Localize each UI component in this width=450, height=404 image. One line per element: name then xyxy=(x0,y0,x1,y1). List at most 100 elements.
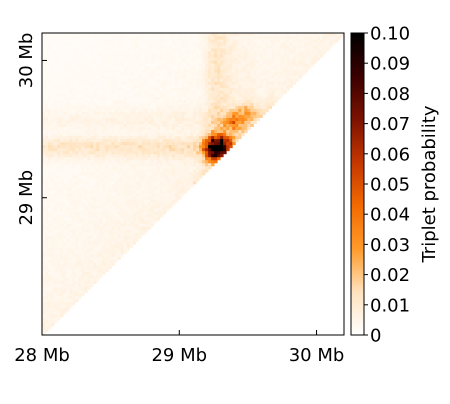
heatmap-cell xyxy=(241,87,245,91)
heatmap-cell xyxy=(60,129,64,134)
heatmap-cell xyxy=(48,75,52,79)
heatmap-cell xyxy=(162,120,167,124)
heatmap-cell xyxy=(81,241,85,245)
heatmap-cell xyxy=(189,102,194,106)
heatmap-cell xyxy=(54,45,58,49)
heatmap-cell xyxy=(171,42,176,46)
heatmap-cell xyxy=(135,193,140,197)
heatmap-cell xyxy=(87,244,91,248)
heatmap-cell xyxy=(262,93,266,97)
heatmap-cell xyxy=(238,108,242,112)
heatmap-cell xyxy=(156,45,161,49)
heatmap-cell xyxy=(102,63,106,67)
heatmap-cell xyxy=(105,229,109,233)
heatmap-cell xyxy=(138,184,143,188)
heatmap-cell xyxy=(292,51,297,55)
heatmap-cell xyxy=(51,301,55,306)
heatmap-cell xyxy=(48,313,52,318)
heatmap-cell xyxy=(205,156,209,161)
heatmap-cell xyxy=(156,39,161,43)
heatmap-cell xyxy=(232,114,236,118)
heatmap-cell xyxy=(147,144,152,149)
heatmap-cell xyxy=(42,168,46,173)
heatmap-cell xyxy=(159,126,164,131)
heatmap-cell xyxy=(253,84,257,88)
heatmap-cell xyxy=(153,84,158,88)
heatmap-cell xyxy=(54,51,58,55)
heatmap-cell xyxy=(75,199,79,203)
heatmap-cell xyxy=(81,184,85,188)
heatmap-cell xyxy=(280,39,284,43)
heatmap-cell xyxy=(99,220,103,224)
heatmap-cell xyxy=(141,184,146,188)
heatmap-cell xyxy=(42,159,46,164)
heatmap-cell xyxy=(171,202,176,206)
heatmap-cell xyxy=(42,190,46,194)
heatmap-cell xyxy=(108,156,112,161)
heatmap-cell xyxy=(54,72,58,76)
heatmap-cell xyxy=(126,162,130,167)
heatmap-cell xyxy=(256,60,260,64)
heatmap-cell xyxy=(108,177,112,182)
heatmap-cell xyxy=(250,114,254,118)
heatmap-cell xyxy=(60,93,64,97)
heatmap-cell xyxy=(250,39,254,43)
heatmap-cell xyxy=(183,135,188,140)
heatmap-cell xyxy=(138,211,143,215)
heatmap-cell xyxy=(144,102,149,106)
heatmap-cell xyxy=(159,108,164,112)
heatmap-cell xyxy=(123,60,127,64)
heatmap-cell xyxy=(96,268,100,272)
heatmap-cell xyxy=(168,150,173,155)
heatmap-cell xyxy=(78,87,82,91)
heatmap-cell xyxy=(105,220,109,224)
heatmap-cell xyxy=(57,102,61,106)
heatmap-cell xyxy=(96,220,100,224)
heatmap-cell xyxy=(193,135,197,140)
heatmap-cell xyxy=(162,96,167,100)
heatmap-cell xyxy=(171,75,176,79)
heatmap-cell xyxy=(102,156,106,161)
heatmap-cell xyxy=(171,199,176,203)
heatmap-cell xyxy=(202,114,206,118)
heatmap-cell xyxy=(93,271,97,275)
heatmap-cell xyxy=(156,111,161,115)
heatmap-cell xyxy=(235,108,239,112)
heatmap-cell xyxy=(63,66,67,70)
heatmap-cell xyxy=(93,180,97,185)
heatmap-cell xyxy=(60,274,64,279)
heatmap-cell xyxy=(138,205,143,209)
heatmap-cell xyxy=(114,45,118,49)
heatmap-cell xyxy=(105,208,109,212)
heatmap-cell xyxy=(93,229,97,233)
heatmap-cell xyxy=(93,129,97,134)
heatmap-cell xyxy=(214,93,218,97)
heatmap-cell xyxy=(48,253,52,257)
heatmap-cell xyxy=(144,48,149,52)
heatmap-cell xyxy=(262,87,266,91)
heatmap-cell xyxy=(274,36,278,40)
heatmap-cell xyxy=(120,202,124,206)
heatmap-cell xyxy=(153,162,158,167)
heatmap-cell xyxy=(42,165,46,170)
heatmap-cell xyxy=(48,126,52,131)
heatmap-cell xyxy=(51,235,55,239)
heatmap-cell xyxy=(108,36,112,40)
heatmap-cell xyxy=(144,196,149,200)
heatmap-cell xyxy=(90,60,94,64)
heatmap-cell xyxy=(238,114,242,118)
heatmap-cell xyxy=(307,42,312,46)
heatmap-cell xyxy=(51,262,55,266)
heatmap-cell xyxy=(126,211,130,215)
heatmap-cell xyxy=(232,54,236,58)
heatmap-cell xyxy=(171,54,176,58)
heatmap-cell xyxy=(93,268,97,272)
heatmap-cell xyxy=(244,51,248,55)
heatmap-cell xyxy=(81,165,85,170)
heatmap-cell xyxy=(126,202,130,206)
heatmap-cell xyxy=(84,265,88,269)
heatmap-cell xyxy=(120,208,124,212)
heatmap-cell xyxy=(117,48,121,52)
heatmap-cell xyxy=(186,141,191,146)
heatmap-cell xyxy=(66,69,70,73)
